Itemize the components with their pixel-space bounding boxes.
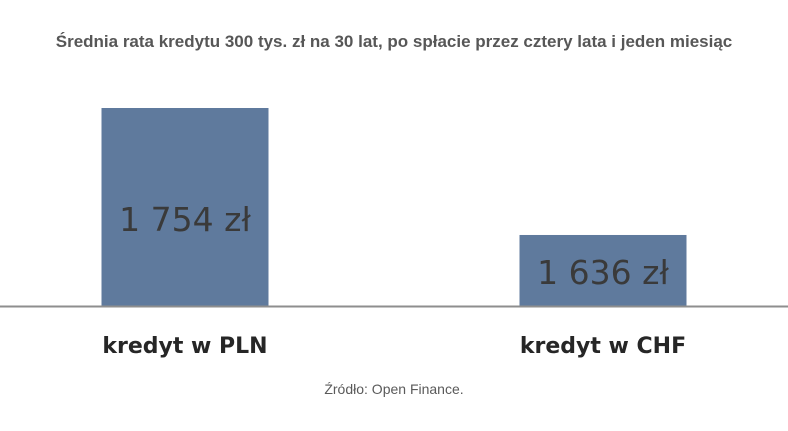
category-label-chf: kredyt w CHF — [520, 334, 686, 359]
labels-layer: kredyt w PLN kredyt w CHF — [102, 334, 686, 359]
data-label-pln: 1 754 zł — [119, 200, 251, 239]
category-label-pln: kredyt w PLN — [102, 334, 267, 359]
bars-layer: 1 754 zł 1 636 zł — [101, 108, 687, 306]
data-label-chf: 1 636 zł — [537, 253, 669, 292]
source-note: Źródło: Open Finance. — [324, 381, 464, 397]
bar-pln — [101, 108, 269, 306]
bar-chf — [519, 234, 687, 306]
chart-title: Średnia rata kredytu 300 tys. zł na 30 l… — [55, 32, 733, 51]
